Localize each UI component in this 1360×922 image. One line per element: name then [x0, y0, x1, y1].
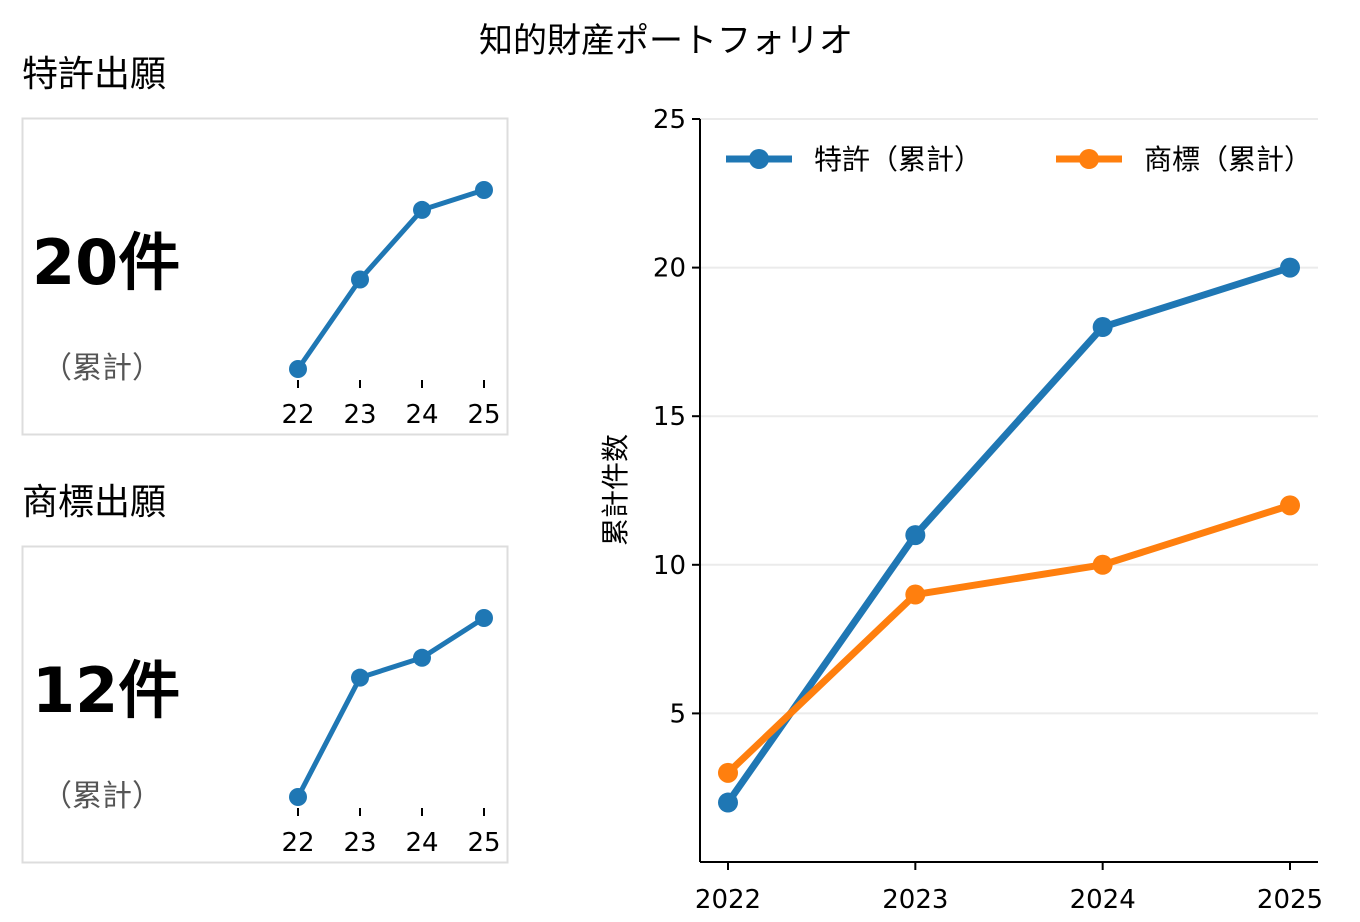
x-tick-label: 25	[467, 828, 500, 858]
sparkline-point	[351, 270, 369, 289]
sparkline-point	[289, 360, 307, 378]
data-point	[1280, 257, 1300, 278]
sparkline	[295, 615, 486, 799]
legend-label: 特許（累計）	[814, 143, 982, 176]
legend-label: 商標（累計）	[1144, 143, 1312, 176]
y-tick-label: 20	[653, 254, 686, 284]
panel-border	[21, 117, 509, 436]
x-tick-label: 24	[405, 400, 438, 430]
sparkline	[295, 187, 485, 371]
x-tick-label: 24	[405, 828, 438, 858]
data-point	[718, 792, 738, 813]
kpi-value: 20件	[32, 226, 180, 299]
x-tick-label: 22	[281, 828, 314, 858]
kpi-value: 12件	[32, 654, 180, 727]
x-tick-label: 2023	[882, 885, 948, 915]
x-tick-label: 22	[281, 400, 314, 430]
sparkline-point	[475, 609, 493, 627]
series-line	[725, 502, 1292, 776]
x-tick-label: 23	[343, 828, 376, 858]
legend-marker	[1079, 149, 1099, 169]
sparkline-point	[475, 181, 493, 199]
data-point	[1280, 495, 1300, 516]
y-tick-label: 5	[669, 699, 686, 729]
sparkline-point	[289, 788, 307, 806]
legend-marker	[749, 149, 769, 169]
kpi-sublabel: （累計）	[42, 351, 162, 386]
data-point	[905, 525, 926, 546]
x-tick-label: 23	[343, 400, 376, 430]
data-point	[1092, 317, 1113, 338]
y-tick-label: 15	[653, 402, 686, 432]
data-point	[1092, 554, 1113, 575]
series-line	[725, 264, 1292, 805]
panel-heading: 特許出願	[22, 54, 166, 95]
sparkline-point	[413, 648, 431, 667]
panel-heading: 商標出願	[22, 482, 166, 523]
figure-title: 知的財産ポートフォリオ	[479, 21, 853, 61]
x-tick-label: 2024	[1070, 885, 1136, 915]
sparkline-point	[413, 200, 431, 219]
data-point	[905, 584, 926, 605]
kpi-sublabel: （累計）	[42, 779, 162, 814]
panel-border	[21, 545, 509, 864]
y-tick-label: 10	[653, 551, 686, 581]
sparkline-point	[351, 668, 369, 687]
y-axis-label: 累計件数	[599, 434, 632, 546]
y-tick-label: 25	[653, 105, 686, 135]
data-point	[718, 762, 738, 783]
x-tick-label: 25	[467, 400, 500, 430]
x-tick-label: 2022	[695, 885, 761, 915]
x-tick-label: 2025	[1257, 885, 1323, 915]
